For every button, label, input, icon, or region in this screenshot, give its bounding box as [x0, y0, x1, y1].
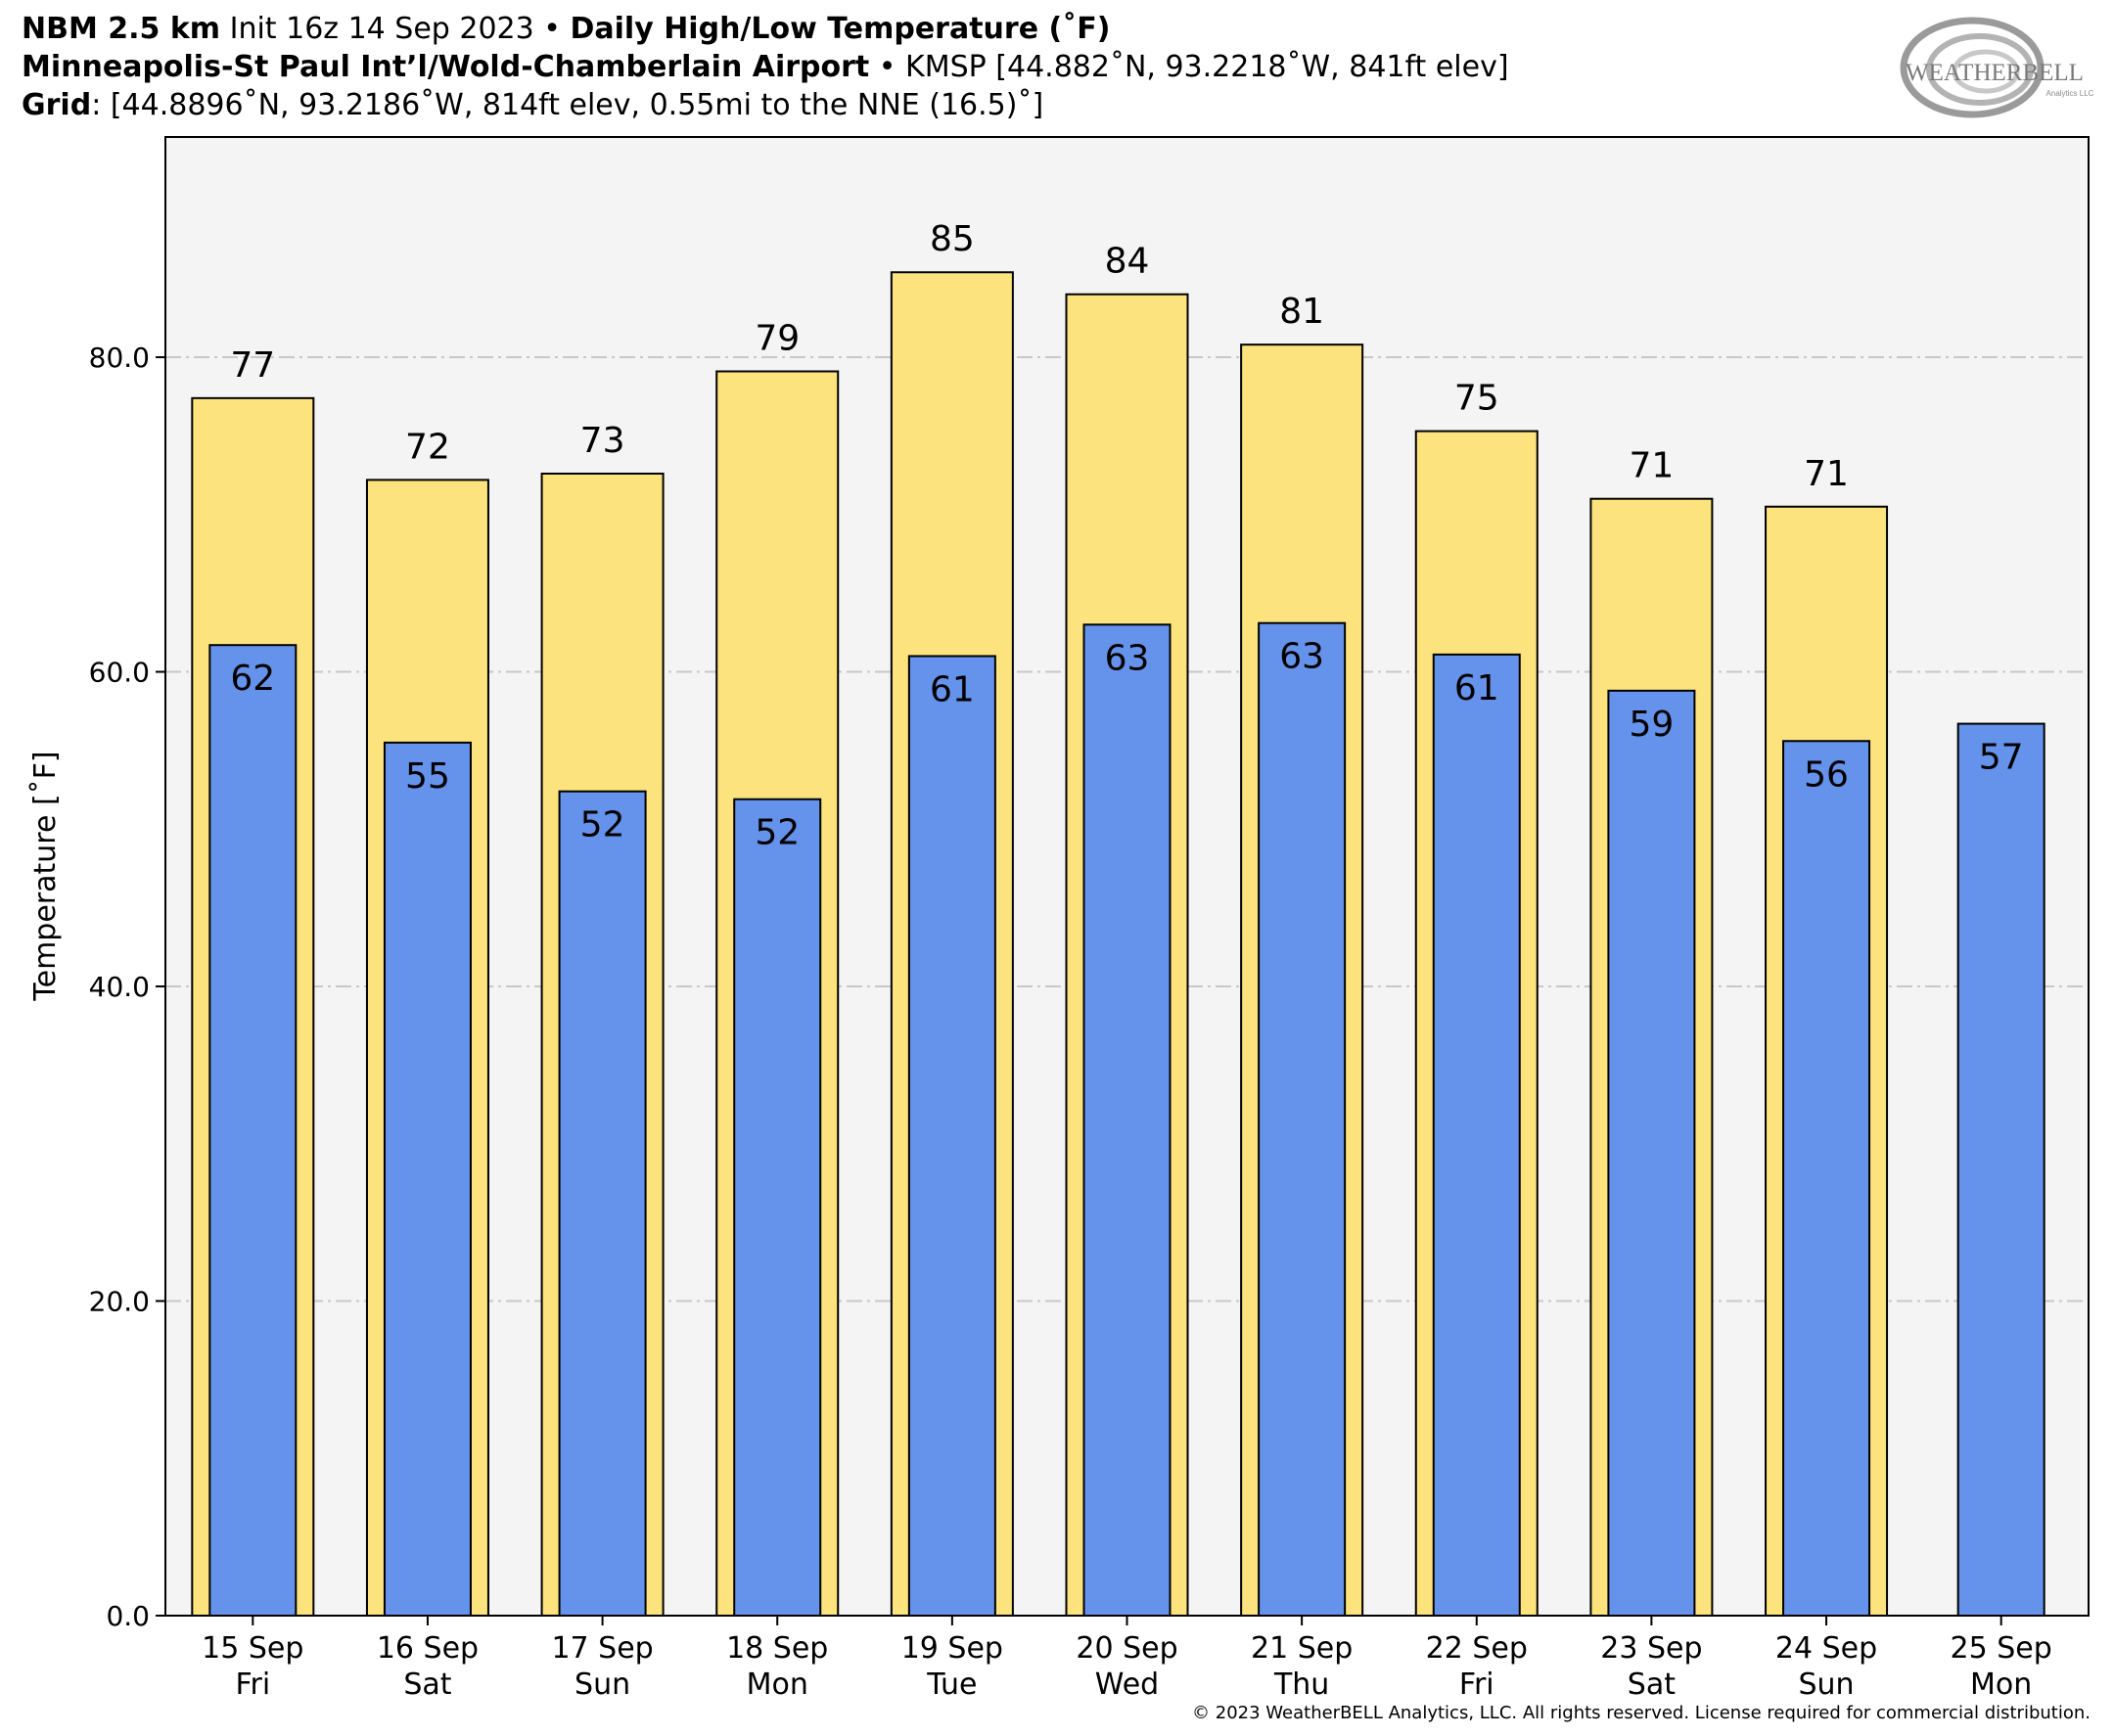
header-line-2: Minneapolis-St Paul Int’l/Wold-Chamberla… [22, 50, 1509, 85]
low-bar [1258, 621, 1347, 1617]
low-value-label: 52 [580, 805, 625, 845]
high-value-label: 81 [1279, 292, 1324, 332]
low-value-label: 61 [1454, 668, 1499, 708]
x-tick-day: Sun [1799, 1667, 1855, 1702]
high-value-label: 85 [930, 219, 975, 259]
low-value-label: 59 [1630, 705, 1675, 745]
plot-frame [164, 136, 2090, 1617]
high-value-label: 71 [1804, 454, 1849, 494]
y-axis-label: Temperature [˚F] [28, 751, 63, 1001]
x-tick-date: 19 Sep [901, 1631, 1003, 1666]
low-bar [1956, 722, 2045, 1617]
x-tick-date: 18 Sep [726, 1631, 828, 1666]
logo-subtext: Analytics LLC [2046, 89, 2094, 98]
y-tick-label: 20.0 [89, 1286, 150, 1318]
x-tick-date: 21 Sep [1251, 1631, 1353, 1666]
x-tick-day: Fri [235, 1667, 270, 1702]
x-tick-day: Mon [1970, 1667, 2032, 1702]
high-value-label: 73 [580, 421, 625, 461]
high-value-label: 72 [405, 427, 450, 467]
low-value-label: 62 [230, 659, 275, 699]
y-tick-label: 40.0 [89, 971, 150, 1003]
bars [191, 271, 2045, 1618]
low-value-label: 56 [1804, 754, 1849, 795]
low-bar [1782, 740, 1871, 1617]
station-name: Minneapolis-St Paul Int’l/Wold-Chamberla… [22, 50, 870, 84]
low-bar [1607, 689, 1696, 1617]
x-tick-date: 20 Sep [1076, 1631, 1177, 1666]
high-value-label: 75 [1454, 379, 1499, 419]
low-value-label: 52 [755, 813, 800, 853]
x-tick-day: Tue [926, 1667, 977, 1702]
x-tick-day: Thu [1273, 1667, 1329, 1702]
x-tick-date: 25 Sep [1951, 1631, 2052, 1666]
high-value-label: 79 [755, 319, 800, 359]
low-bar [1432, 653, 1521, 1617]
y-tick-label: 60.0 [89, 657, 150, 689]
x-tick-date: 24 Sep [1775, 1631, 1877, 1666]
station-info: KMSP [44.882˚N, 93.2218˚W, 841ft elev] [905, 50, 1509, 84]
grid-info: : [44.8896˚N, 93.2186˚W, 814ft elev, 0.5… [91, 88, 1044, 122]
high-value-label: 77 [230, 345, 275, 386]
low-bar [558, 790, 647, 1617]
weatherbell-logo: WEATHERBELL Analytics LLC [1900, 17, 2094, 118]
header-line-1: NBM 2.5 km Init 16z 14 Sep 2023 • Daily … [22, 12, 1110, 47]
logo-text: WEATHERBELL [1906, 60, 2084, 86]
x-tick-date: 17 Sep [551, 1631, 653, 1666]
x-tick-day: Wed [1095, 1667, 1159, 1702]
grid-label: Grid [22, 88, 92, 122]
low-value-label: 57 [1979, 738, 2024, 778]
x-tick-day: Sun [574, 1667, 630, 1702]
low-bar [383, 741, 472, 1617]
x-tick-date: 22 Sep [1426, 1631, 1528, 1666]
copyright-notice: © 2023 WeatherBELL Analytics, LLC. All r… [1192, 1703, 2091, 1723]
x-tick-day: Sat [403, 1667, 451, 1702]
low-bar [1082, 623, 1172, 1617]
x-tick-date: 15 Sep [202, 1631, 303, 1666]
x-tick-day: Fri [1459, 1667, 1494, 1702]
low-value-label: 61 [930, 669, 975, 709]
x-tick-date: 16 Sep [377, 1631, 479, 1666]
separator: • [869, 50, 906, 84]
x-tick-date: 23 Sep [1600, 1631, 1702, 1666]
header-line-3: Grid: [44.8896˚N, 93.2186˚W, 814ft elev,… [22, 88, 1043, 123]
y-tick-label: 80.0 [89, 342, 150, 374]
separator: • [533, 12, 571, 46]
init-time: Init 16z 14 Sep 2023 [220, 12, 534, 46]
low-bar [907, 655, 996, 1617]
low-value-label: 55 [405, 756, 450, 797]
low-value-label: 63 [1279, 637, 1324, 677]
high-value-label: 84 [1105, 242, 1150, 282]
product-title: Daily High/Low Temperature (˚F) [570, 12, 1111, 46]
x-tick-day: Mon [747, 1667, 808, 1702]
value-labels: 77 62 72 55 73 52 79 52 85 61 84 63 81 63 75 61 71 59 71 56… [230, 219, 2023, 852]
high-value-label: 71 [1630, 446, 1675, 486]
low-value-label: 63 [1105, 638, 1150, 678]
y-tick-label: 0.0 [106, 1600, 150, 1632]
model-name: NBM 2.5 km [22, 12, 221, 46]
low-bar [733, 798, 822, 1617]
x-tick-day: Sat [1628, 1667, 1676, 1702]
low-bar [208, 644, 298, 1617]
